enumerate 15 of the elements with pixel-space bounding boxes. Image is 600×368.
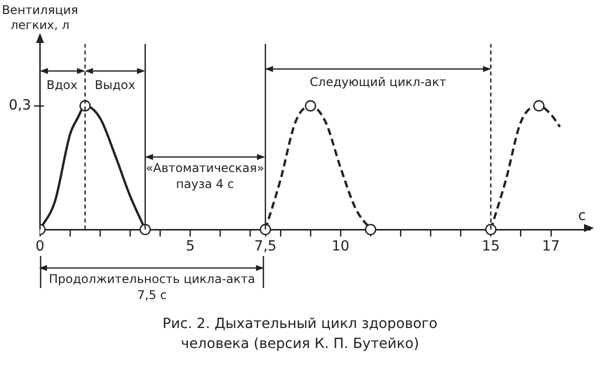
x-tick-label: 15: [482, 238, 500, 255]
x-tick-label: 0: [36, 238, 44, 255]
text: Вентиляция легких, л: [0, 3, 80, 33]
annotation: «Автоматическая» пауза 4 с: [146, 161, 264, 192]
text: Выдох: [94, 78, 136, 92]
x-tick-label: 10: [332, 238, 350, 255]
x-tick-label: 17: [542, 238, 560, 255]
text: Рис. 2. Дыхательный цикл здорового человека (версия К. П. Бутейко): [162, 315, 438, 354]
text: 0,3: [8, 98, 31, 114]
x-axis-title: с: [578, 208, 586, 224]
x-tick-label: 7,5: [254, 238, 277, 255]
x-tick-label: 5: [186, 238, 195, 255]
text: Следующий цикл-акт: [310, 75, 446, 90]
text: Вдох: [46, 78, 78, 92]
text: Продолжительность цикла-акта 7,5 с: [48, 272, 256, 302]
